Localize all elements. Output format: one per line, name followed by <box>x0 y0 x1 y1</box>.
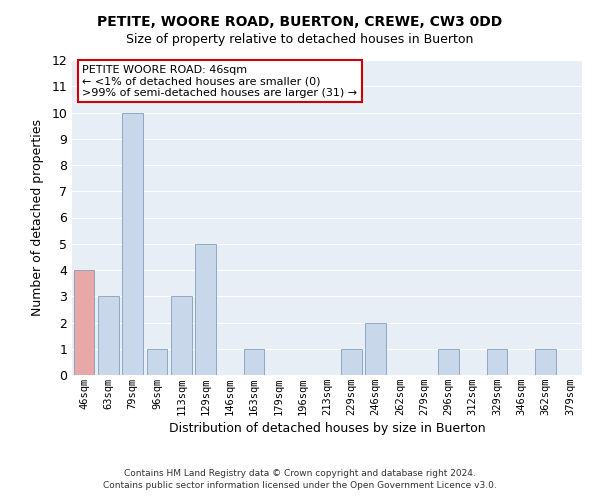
Bar <box>122 112 143 375</box>
Bar <box>171 296 191 375</box>
Text: PETITE WOORE ROAD: 46sqm
← <1% of detached houses are smaller (0)
>99% of semi-d: PETITE WOORE ROAD: 46sqm ← <1% of detach… <box>82 64 358 98</box>
X-axis label: Distribution of detached houses by size in Buerton: Distribution of detached houses by size … <box>169 422 485 435</box>
Bar <box>535 349 556 375</box>
Bar <box>487 349 508 375</box>
Bar <box>98 296 119 375</box>
Y-axis label: Number of detached properties: Number of detached properties <box>31 119 44 316</box>
Text: Contains HM Land Registry data © Crown copyright and database right 2024.
Contai: Contains HM Land Registry data © Crown c… <box>103 469 497 490</box>
Bar <box>365 322 386 375</box>
Text: PETITE, WOORE ROAD, BUERTON, CREWE, CW3 0DD: PETITE, WOORE ROAD, BUERTON, CREWE, CW3 … <box>97 15 503 29</box>
Text: Size of property relative to detached houses in Buerton: Size of property relative to detached ho… <box>127 32 473 46</box>
Bar <box>244 349 265 375</box>
Bar <box>438 349 459 375</box>
Bar <box>74 270 94 375</box>
Bar <box>146 349 167 375</box>
Bar <box>341 349 362 375</box>
Bar <box>195 244 216 375</box>
